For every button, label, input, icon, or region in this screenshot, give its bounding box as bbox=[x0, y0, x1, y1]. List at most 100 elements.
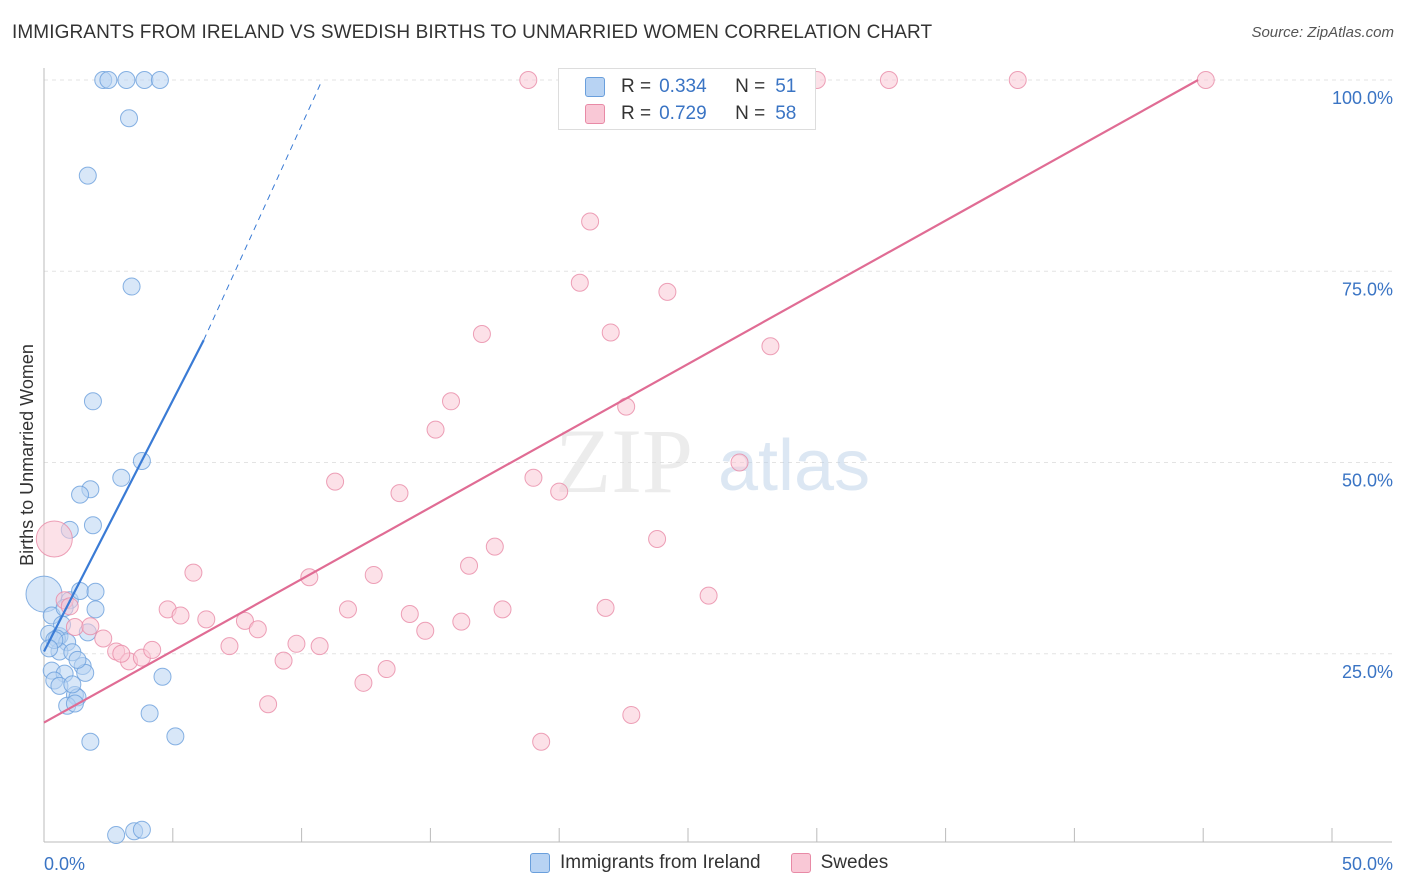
data-point-swedes bbox=[416, 621, 435, 640]
data-point-swedes bbox=[248, 620, 267, 639]
grid-lines bbox=[44, 79, 1392, 655]
legend-item-swedes[interactable]: Swedes bbox=[790, 852, 889, 874]
n-label: N = bbox=[735, 76, 766, 97]
data-point-swedes bbox=[550, 482, 569, 501]
x-tick-label: 50.0% bbox=[1342, 854, 1393, 874]
data-point-swedes bbox=[485, 537, 504, 556]
data-point-swedes bbox=[390, 484, 409, 503]
trend-line-swedes bbox=[43, 79, 1199, 724]
bottom-legend: Immigrants from Ireland Swedes bbox=[530, 852, 918, 874]
data-point-swedes bbox=[472, 324, 491, 343]
watermark-zip: ZIP bbox=[555, 410, 693, 512]
data-point-ireland bbox=[86, 600, 105, 619]
data-point-swedes bbox=[460, 556, 479, 575]
data-point-swedes bbox=[35, 520, 73, 558]
data-point-swedes bbox=[171, 606, 190, 625]
data-point-swedes bbox=[426, 420, 445, 439]
data-point-swedes bbox=[532, 732, 551, 751]
data-point-swedes bbox=[112, 644, 131, 663]
r-label: R = bbox=[621, 103, 652, 124]
data-point-swedes bbox=[184, 563, 203, 582]
data-point-swedes bbox=[493, 600, 512, 619]
data-point-swedes bbox=[1008, 71, 1027, 89]
data-point-ireland bbox=[135, 71, 154, 89]
data-point-swedes bbox=[1196, 71, 1215, 89]
swedes-swatch bbox=[585, 104, 605, 124]
data-point-swedes bbox=[648, 530, 667, 548]
data-point-swedes bbox=[364, 565, 383, 584]
legend-label-ireland: Immigrants from Ireland bbox=[560, 852, 761, 873]
data-point-ireland bbox=[83, 516, 102, 535]
ireland-swatch bbox=[585, 77, 605, 97]
n-label: N = bbox=[735, 103, 766, 124]
data-point-ireland bbox=[140, 704, 159, 723]
r-label: R = bbox=[621, 76, 652, 97]
data-point-swedes bbox=[622, 705, 641, 724]
data-point-ireland bbox=[117, 71, 136, 89]
data-point-ireland bbox=[68, 650, 87, 669]
data-point-swedes bbox=[596, 598, 615, 617]
y-tick-label: 100.0% bbox=[1332, 88, 1393, 108]
data-point-swedes bbox=[274, 651, 293, 670]
stat-row-swedes: R = 0.729 N = 58 bbox=[585, 103, 797, 125]
data-point-ireland bbox=[71, 485, 90, 504]
legend-item-ireland[interactable]: Immigrants from Ireland bbox=[530, 852, 761, 874]
data-point-swedes bbox=[235, 611, 254, 630]
data-point-swedes bbox=[761, 337, 780, 356]
data-point-ireland bbox=[81, 732, 100, 751]
n-value: 58 bbox=[775, 103, 797, 124]
x-tick-label: 0.0% bbox=[44, 854, 85, 874]
data-point-swedes bbox=[519, 71, 538, 89]
data-point-swedes bbox=[452, 612, 471, 631]
legend-swatch-ireland bbox=[530, 853, 550, 873]
data-point-swedes bbox=[81, 617, 100, 636]
n-value: 51 bbox=[775, 76, 797, 97]
data-point-swedes bbox=[338, 600, 357, 619]
data-point-ireland bbox=[153, 667, 172, 686]
data-point-swedes bbox=[143, 640, 162, 659]
data-point-swedes bbox=[601, 323, 620, 342]
data-point-ireland bbox=[63, 675, 82, 694]
trend-line-ireland-extension bbox=[203, 79, 323, 341]
data-point-swedes bbox=[879, 71, 898, 89]
data-point-swedes bbox=[287, 634, 306, 653]
legend-label-swedes: Swedes bbox=[820, 852, 889, 873]
data-point-swedes bbox=[94, 629, 113, 648]
y-tick-label: 75.0% bbox=[1342, 279, 1393, 299]
r-value: 0.334 bbox=[659, 76, 707, 97]
data-point-swedes bbox=[581, 212, 600, 231]
data-point-swedes bbox=[326, 472, 345, 491]
data-point-ireland bbox=[132, 820, 151, 839]
y-axis-label: Births to Unmarried Women bbox=[17, 344, 37, 566]
source-label: Source: ZipAtlas.com bbox=[1251, 24, 1394, 41]
tick-labels: 25.0% 50.0% 75.0% 100.0% 0.0% 50.0% bbox=[44, 88, 1393, 874]
data-point-swedes bbox=[570, 273, 589, 292]
data-point-swedes bbox=[259, 695, 278, 714]
watermark: ZIP atlas bbox=[555, 410, 870, 512]
r-value: 0.729 bbox=[659, 103, 707, 124]
data-point-ireland bbox=[150, 71, 169, 89]
y-tick-label: 50.0% bbox=[1342, 471, 1393, 491]
chart-title: IMMIGRANTS FROM IRELAND VS SWEDISH BIRTH… bbox=[12, 22, 933, 43]
data-point-swedes bbox=[310, 637, 329, 656]
data-point-swedes bbox=[699, 586, 718, 605]
data-point-swedes bbox=[354, 673, 373, 692]
correlation-legend: R = 0.334 N = 51 R = 0.729 N = 58 bbox=[558, 68, 816, 130]
trend-line-ireland bbox=[43, 339, 205, 652]
data-point-swedes bbox=[220, 637, 239, 656]
data-point-ireland bbox=[83, 392, 102, 411]
data-points bbox=[25, 71, 1215, 845]
data-point-ireland bbox=[122, 277, 141, 296]
data-point-ireland bbox=[112, 468, 131, 487]
data-point-swedes bbox=[400, 604, 419, 623]
legend-swatch-swedes bbox=[790, 853, 811, 873]
data-point-ireland bbox=[99, 71, 118, 89]
axes bbox=[43, 68, 1392, 843]
data-point-swedes bbox=[658, 282, 677, 301]
data-point-ireland bbox=[86, 582, 105, 601]
data-point-ireland bbox=[107, 826, 126, 845]
data-point-ireland bbox=[78, 166, 97, 185]
data-point-swedes bbox=[197, 610, 216, 629]
data-point-swedes bbox=[730, 453, 749, 472]
data-point-ireland bbox=[120, 109, 139, 128]
